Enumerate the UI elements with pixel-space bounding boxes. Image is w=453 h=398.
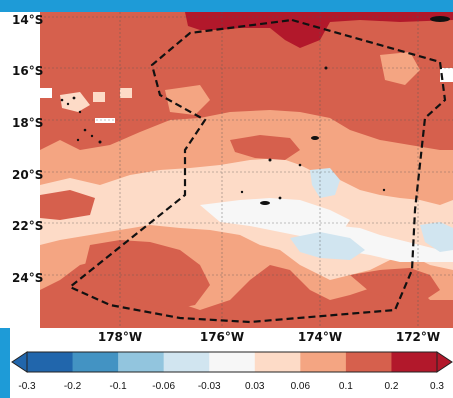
colorbar-tick-label: 0.2	[384, 381, 399, 392]
colorbar-segment	[163, 352, 210, 372]
colorbar-tick-label: -0.03	[197, 381, 221, 392]
dark-red-region	[185, 12, 453, 48]
colorbar	[11, 351, 453, 373]
lat-label-14s: 14°S	[12, 13, 44, 27]
colorbar-tick-label: -0.3	[18, 381, 36, 392]
lat-label-24s: 24°S	[12, 271, 44, 285]
white-cell	[40, 88, 52, 98]
islands	[60, 16, 450, 205]
colorbar-high-extend	[436, 351, 453, 373]
colorbar-segment	[300, 352, 347, 372]
peach-cell	[120, 88, 132, 98]
colorbar-tick-label: 0.03	[245, 381, 265, 392]
lon-label-174w: 174°W	[297, 330, 343, 344]
colorbar-segment	[209, 352, 256, 372]
left-margin	[0, 12, 10, 328]
colorbar-segment	[27, 352, 74, 372]
lat-label-18s: 18°S	[12, 116, 44, 130]
lat-label-20s: 20°S	[12, 168, 44, 182]
anomaly-map	[40, 12, 453, 328]
colorbar-tick-label: -0.2	[63, 381, 82, 392]
red-patch-mid	[230, 135, 300, 160]
lon-label-178w: 178°W	[97, 330, 143, 344]
light-blue-region	[310, 168, 340, 198]
lat-label-16s: 16°S	[12, 64, 44, 78]
light-blue-region-east	[420, 222, 453, 252]
colorbar-segment	[254, 352, 301, 372]
colorbar-frame	[26, 351, 438, 373]
colorbar-tick-label: -0.1	[109, 381, 127, 392]
colorbar-segment	[345, 352, 392, 372]
graticule	[40, 12, 453, 328]
colorbar-tick-label: 0.3	[430, 381, 444, 392]
colorbar-tick-label: -0.06	[152, 381, 176, 392]
white-cell	[95, 118, 115, 123]
top-accent-bar	[0, 0, 453, 12]
colorbar-low-extend	[11, 351, 28, 373]
peach-patch-northwest	[60, 92, 90, 112]
near-zero-region-east	[300, 225, 453, 262]
colorbar-tick-label: 0.1	[338, 381, 353, 392]
peach-cell	[93, 92, 105, 102]
colorbar-segment	[391, 352, 438, 372]
salmon-patch-north	[165, 85, 210, 115]
red-patch-east	[350, 268, 440, 300]
colorbar-tick-label: 0.06	[290, 381, 311, 392]
eez-boundary	[67, 18, 447, 324]
salmon-patch-northeast	[380, 52, 420, 85]
colorbar-segment	[118, 352, 165, 372]
colorbar-segment	[72, 352, 119, 372]
lon-label-176w: 176°W	[199, 330, 245, 344]
lon-label-172w: 172°W	[395, 330, 441, 344]
red-patch-west	[40, 190, 95, 220]
red-patch-south	[85, 240, 210, 310]
light-blue-region-south	[290, 232, 365, 260]
lat-label-22s: 22°S	[12, 219, 44, 233]
